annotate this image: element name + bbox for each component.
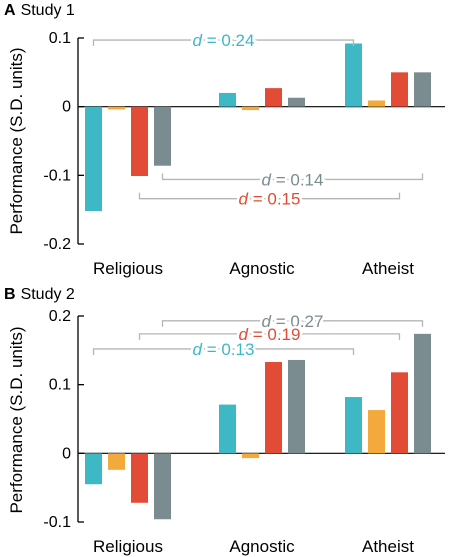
panel-b-name: Study 2 <box>20 286 75 303</box>
y-tick-label: 0.1 <box>49 30 71 47</box>
bracket-line <box>161 320 424 327</box>
panel-b-letter: B <box>4 286 16 303</box>
y-axis-label: Performance (S.D. units) <box>7 326 26 513</box>
bar-religious-2 <box>131 453 148 503</box>
bar-religious-1 <box>108 453 125 470</box>
bar-agnostic-0 <box>219 92 236 107</box>
x-tick-label: Atheist <box>362 259 414 278</box>
y-tick-label: 0.2 <box>49 308 71 325</box>
effect-size-bracket: d = 0.13 <box>92 337 355 361</box>
bar-agnostic-2 <box>265 362 282 454</box>
bracket-line <box>161 173 424 181</box>
bar-religious-0 <box>85 453 102 485</box>
y-tick-label: 0.1 <box>49 377 71 394</box>
effect-size-bracket: d = 0.27 <box>161 309 424 333</box>
bar-atheist-0 <box>345 397 362 454</box>
effect-size-bracket: d = 0.14 <box>161 168 424 192</box>
bar-atheist-3 <box>414 72 431 107</box>
bar-agnostic-2 <box>265 88 282 107</box>
bracket-line <box>92 39 355 47</box>
y-tick-label: -0.2 <box>43 236 71 253</box>
bar-agnostic-3 <box>288 359 305 454</box>
bar-religious-3 <box>154 106 171 166</box>
y-tick-label: 0 <box>62 445 71 462</box>
bar-agnostic-1 <box>242 453 259 459</box>
x-tick-label: Agnostic <box>229 537 295 556</box>
effect-size-label: d = 0.14 <box>262 170 324 189</box>
bar-religious-3 <box>154 453 171 520</box>
bar-atheist-2 <box>391 72 408 107</box>
bar-religious-2 <box>131 106 148 177</box>
panel-b-title: B Study 2 <box>4 286 75 304</box>
effect-size-label: d = 0.15 <box>239 190 301 209</box>
chart-panel-1: -0.2 -0.1 0 0.1 Performance (S.D. units) Reli… <box>7 29 445 278</box>
x-tick-label: Religious <box>93 537 163 556</box>
bracket-line <box>138 333 401 340</box>
bar-atheist-1 <box>368 100 385 107</box>
bar-agnostic-3 <box>288 97 305 107</box>
y-tick-label: -0.1 <box>43 167 71 184</box>
x-tick-label: Agnostic <box>229 259 295 278</box>
bar-religious-0 <box>85 106 102 212</box>
effect-size-label: d = 0.27 <box>262 312 324 331</box>
x-tick-label: Religious <box>93 259 163 278</box>
bracket-line <box>138 192 401 200</box>
bracket-line <box>92 348 355 355</box>
chart-panel-2: -0.1 0 0.1 0.2 Performance (S.D. units) Relig… <box>7 308 445 556</box>
effect-size-bracket: d = 0.19 <box>138 322 401 346</box>
effect-size-label: d = 0.13 <box>193 340 255 359</box>
effect-size-label: d = 0.24 <box>193 31 255 50</box>
panel-a-letter: A <box>4 2 16 19</box>
bar-religious-1 <box>108 106 125 110</box>
bar-atheist-2 <box>391 372 408 454</box>
bar-atheist-0 <box>345 43 362 107</box>
x-tick-label: Atheist <box>362 537 414 556</box>
bar-agnostic-0 <box>219 404 236 454</box>
y-tick-label: 0 <box>62 99 71 116</box>
bar-atheist-3 <box>414 333 431 454</box>
effect-size-bracket: d = 0.24 <box>92 29 355 53</box>
y-axis-label: Performance (S.D. units) <box>7 47 26 234</box>
effect-size-bracket: d = 0.15 <box>138 187 401 211</box>
bar-agnostic-1 <box>242 106 259 111</box>
bar-atheist-1 <box>368 410 385 454</box>
y-tick-label: -0.1 <box>43 514 71 531</box>
panel-a-name: Study 1 <box>20 2 75 19</box>
panel-a-title: A Study 1 <box>4 2 75 20</box>
effect-size-label: d = 0.19 <box>239 325 301 344</box>
